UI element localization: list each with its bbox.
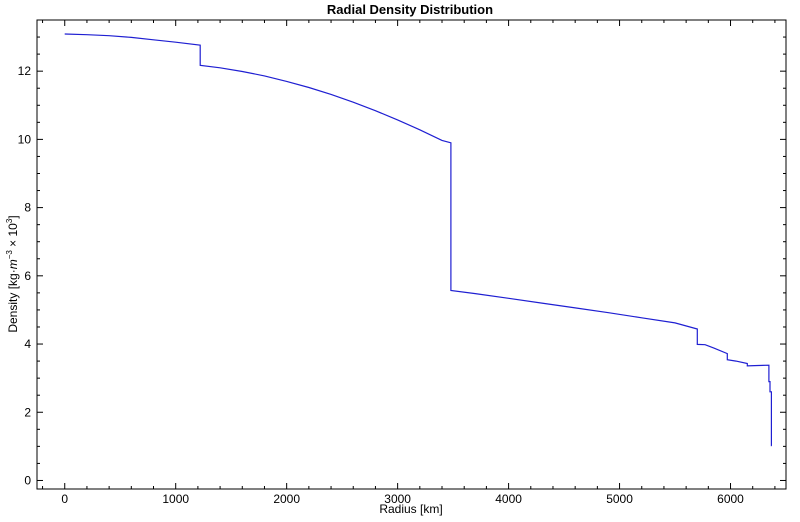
x-tick-label: 2000 [273,492,300,506]
y-axis: 0 2 4 6 8 10 12 [18,36,786,487]
x-axis: 0 1000 2000 3000 4000 5000 6000 [42,20,776,506]
density-series-line [64,33,772,447]
y-tick-label: 10 [18,132,32,146]
y-tick-label: 4 [24,337,31,351]
x-tick-label: 6000 [717,492,744,506]
y-tick-label: 6 [24,269,31,283]
x-tick-label: 0 [61,492,68,506]
x-axis-label: Radius [km] [379,502,442,516]
x-tick-label: 1000 [162,492,189,506]
y-tick-label: 8 [24,201,31,215]
y-tick-label: 12 [18,64,32,78]
chart-title: Radial Density Distribution [327,2,493,17]
x-tick-label: 5000 [606,492,633,506]
y-tick-label: 0 [24,473,31,487]
x-tick-label: 4000 [495,492,522,506]
plot-frame [36,19,787,490]
x-tick-label: 3000 [384,492,411,506]
y-axis-label: Density [kg·m−3 × 103] [5,215,20,332]
y-tick-label: 2 [24,405,31,419]
